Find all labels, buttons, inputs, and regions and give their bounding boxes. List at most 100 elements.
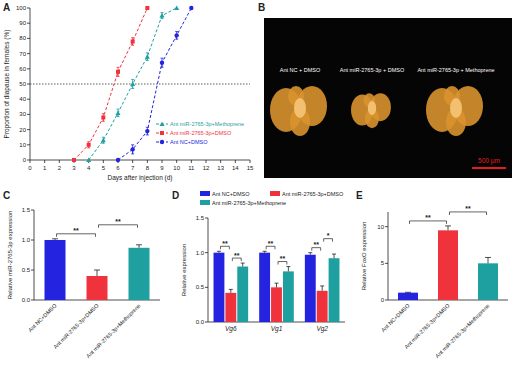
legend-marker [160,122,165,127]
error-bar [175,32,178,40]
data-point [174,33,178,37]
bar [225,293,236,322]
y-tick-label: 0.0 [196,319,205,325]
error-bar [117,109,120,117]
photo-background [264,18,512,178]
ovary-highlight [294,98,306,118]
data-point [116,70,120,74]
error-bar [87,142,90,148]
x-tick-label: Ant miR-2765-3p+Methoprene [85,302,142,359]
significance-label: ** [73,227,79,234]
y-tick [205,287,208,288]
error-bar [241,263,245,266]
y-tick-label: 1.0 [196,250,205,256]
y-tick [31,240,34,241]
error-bar [320,286,324,291]
x-tick-label: Vg1 [271,325,283,333]
ovary-highlight [450,98,462,118]
data-point [160,13,165,18]
data-point [101,115,105,119]
legend-label: Ant NC+DMSO [170,139,208,145]
legend-swatch [200,191,210,196]
bar [438,230,458,300]
panel-title: C [3,190,10,201]
y-tick [31,270,34,271]
y-tick [27,99,30,100]
data-point [145,6,149,10]
error-bar [146,127,149,135]
data-point [130,82,135,87]
y-tick [205,252,208,253]
x-tick-label: 1 [43,165,47,171]
x-axis-label: Days after injection (d) [107,174,172,182]
bar [317,291,328,322]
legend-label: Ant miR-2765-3p+Methoprene [212,200,286,206]
photo-label: Ant NC + DMSO [280,67,321,73]
y-tick-label: 0.5 [22,267,31,273]
x-tick-label: Vg2 [316,325,328,333]
y-tick-label: 20 [19,127,26,133]
plot-area [214,251,340,322]
y-tick-label: 10 [19,142,26,148]
y-tick [385,300,388,301]
x-tick [147,160,148,163]
error-bar [485,257,491,263]
significance-label: ** [222,240,228,247]
y-tick-label: 10 [377,224,384,230]
error-bar [161,58,164,67]
legend-label: Ant NC+DMSO [212,191,250,197]
y-tick-label: 1.5 [196,215,205,221]
panel-title: A [3,2,10,13]
legend-label: Ant miR-2765-3p+Methoprene [170,121,244,127]
y-tick [27,38,30,39]
plot-area [398,226,498,300]
panel-title: E [356,190,363,201]
y-tick-label: 5 [381,260,385,266]
x-tick [30,160,31,163]
x-tick-label: 6 [116,165,120,171]
error-bar [146,53,149,61]
data-point [145,54,150,59]
y-axis-label: Relative FoxO expression [361,222,367,291]
data-point [145,129,149,133]
error-bar [445,226,451,230]
scale-bar-label: 500 μm [478,157,500,165]
data-point [174,6,179,11]
y-tick [27,53,30,54]
x-tick [206,160,207,163]
x-tick [162,160,163,163]
error-bar [131,145,134,154]
panel-title: B [258,2,265,13]
error-bar [52,239,58,240]
x-tick-label: Ant miR-2765-3p+DMSO [403,302,451,350]
panel-c: C0.00.51.01.5Relative miR-2765-3p expres… [3,190,160,359]
error-bar [131,79,134,88]
y-tick-label: 0 [381,297,385,303]
y-tick [27,114,30,115]
data-point [86,158,91,163]
bar [478,263,498,300]
legend-swatch [200,200,210,205]
y-tick [385,263,388,264]
x-tick-label: Vg6 [225,325,237,333]
y-tick [205,218,208,219]
y-tick-label: 30 [19,111,26,117]
y-axis-label: Relative expression [181,244,187,296]
y-axis [208,218,209,322]
y-tick-label: 40 [19,96,26,102]
x-tick-label: Ant miR-2765-3p+Methoprene [434,302,491,359]
reference-line [30,84,250,85]
significance-label: ** [465,205,471,212]
panel-e: E0510Relative FoxO expressionAnt NC+DMSO… [356,190,508,359]
photo-label: Ant miR-2765-3p + Methoprene [417,67,494,73]
bar [87,276,108,300]
x-axis [30,160,250,161]
error-bar [102,114,105,122]
significance-label: ** [268,240,274,247]
ovary-highlight [368,101,376,115]
data-point [130,147,134,151]
y-tick-label: 0 [23,157,27,163]
data-point [101,138,106,143]
panel-d: D0.00.51.01.5Relative expressionVg6Vg1Vg… [172,190,345,333]
x-tick [235,160,236,163]
